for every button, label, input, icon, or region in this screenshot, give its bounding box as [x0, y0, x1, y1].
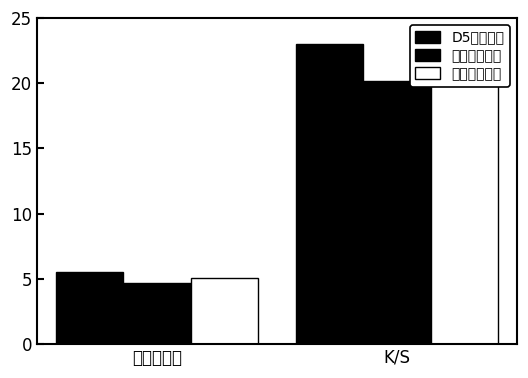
Legend: D5热熔染色, 传统热熔染色, 常规水溶染色: D5热熔染色, 传统热熔染色, 常规水溶染色: [410, 25, 510, 87]
Bar: [296, 44, 363, 344]
Bar: [191, 277, 258, 344]
Bar: [124, 283, 191, 344]
Bar: [430, 53, 498, 344]
Bar: [56, 272, 124, 344]
Bar: [363, 81, 430, 344]
